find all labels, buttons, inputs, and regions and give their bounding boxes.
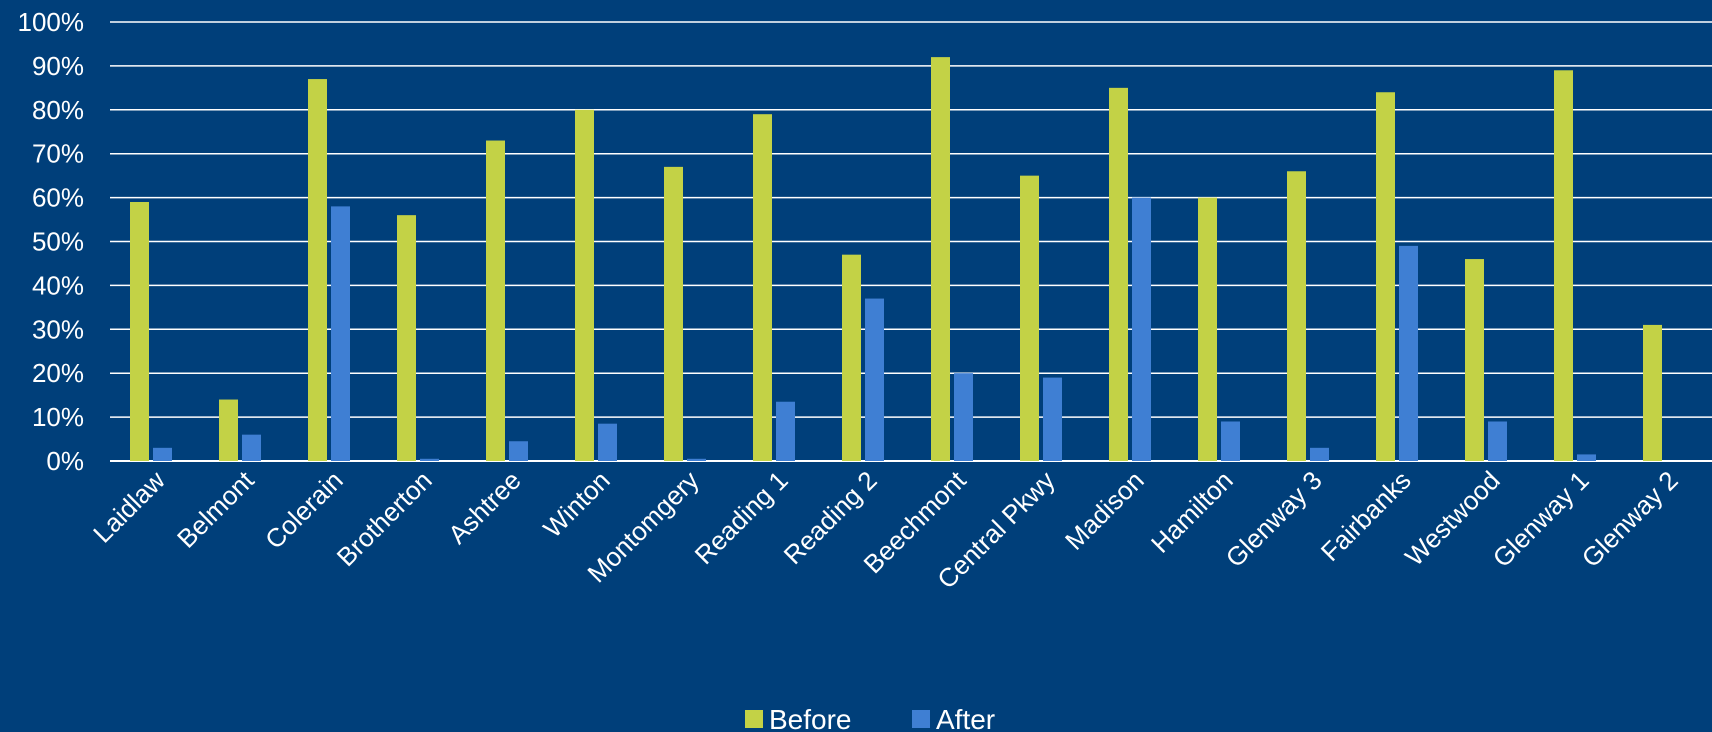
bar-after-fairbanks [1399, 245, 1418, 461]
bar-after-colerain [331, 206, 350, 461]
bar-after-madison [1132, 197, 1151, 461]
bar-after-reading-2 [865, 298, 884, 461]
bar-after-ashtree [509, 441, 528, 461]
x-category-label: Colerain [259, 465, 349, 555]
bar-before-montomgery [664, 166, 683, 461]
x-category-label: Reading 1 [689, 465, 794, 570]
bar-before-madison [1109, 87, 1128, 461]
y-tick-label: 80% [32, 95, 84, 125]
bar-after-brotherton [420, 458, 439, 461]
y-tick-label: 0% [46, 446, 84, 476]
x-category-label: Madison [1059, 465, 1150, 556]
y-tick-label: 50% [32, 227, 84, 257]
bar-after-winton [598, 423, 617, 461]
legend-label-after: After [936, 704, 995, 732]
y-tick-label: 90% [32, 51, 84, 81]
y-tick-label: 20% [32, 358, 84, 388]
bar-before-glenway-3 [1287, 171, 1306, 461]
bar-before-hamilton [1198, 197, 1217, 461]
bar-before-colerain [308, 79, 327, 461]
bar-before-brotherton [397, 215, 416, 461]
bar-before-ashtree [486, 140, 505, 461]
bars [130, 57, 1662, 462]
y-tick-label: 70% [32, 139, 84, 169]
y-axis-ticks: 0% 10% 20% 30% 40% 50% 60% 70% 80% 90% 100% [18, 7, 85, 476]
bar-after-belmont [242, 434, 261, 461]
x-category-label: Belmont [171, 464, 260, 553]
y-tick-label: 10% [32, 402, 84, 432]
bar-after-laidlaw [153, 447, 172, 461]
bar-before-glenway-1 [1554, 70, 1573, 461]
y-tick-label: 60% [32, 183, 84, 213]
x-category-label: Winton [537, 465, 615, 543]
bar-before-beechmont [931, 57, 950, 462]
legend-swatch-after [912, 710, 930, 728]
bar-before-belmont [219, 399, 238, 461]
bar-before-westwood [1465, 259, 1484, 461]
bar-before-winton [575, 109, 594, 462]
bar-before-glenway-2 [1643, 324, 1662, 461]
x-category-label: Hamilton [1145, 465, 1239, 559]
bar-after-beechmont [954, 373, 973, 461]
x-category-label: Glenway 1 [1487, 465, 1595, 573]
bar-before-fairbanks [1376, 92, 1395, 462]
y-tick-label: 40% [32, 270, 84, 300]
bar-before-reading-1 [753, 114, 772, 461]
bar-after-hamilton [1221, 421, 1240, 461]
y-tick-label: 30% [32, 314, 84, 344]
bar-after-glenway-1 [1577, 454, 1596, 461]
bar-before-reading-2 [842, 254, 861, 461]
x-category-label: Glenway 2 [1576, 465, 1684, 573]
legend-swatch-before [745, 710, 763, 728]
grid-lines [110, 21, 1712, 462]
bar-after-glenway-3 [1310, 447, 1329, 461]
legend: Before After [745, 704, 995, 732]
bar-before-laidlaw [130, 201, 149, 462]
bar-after-reading-1 [776, 401, 795, 461]
y-tick-label: 100% [18, 7, 85, 37]
bar-after-central-pkwy [1043, 377, 1062, 461]
x-category-label: Glenway 3 [1220, 465, 1328, 573]
bar-after-westwood [1488, 421, 1507, 461]
bar-after-montomgery [687, 458, 706, 461]
x-category-label: Brotherton [331, 465, 438, 572]
x-category-label: Laidlaw [87, 465, 171, 549]
legend-label-before: Before [769, 704, 852, 732]
x-category-label: Ashtree [442, 465, 527, 550]
bar-before-central-pkwy [1020, 175, 1039, 461]
